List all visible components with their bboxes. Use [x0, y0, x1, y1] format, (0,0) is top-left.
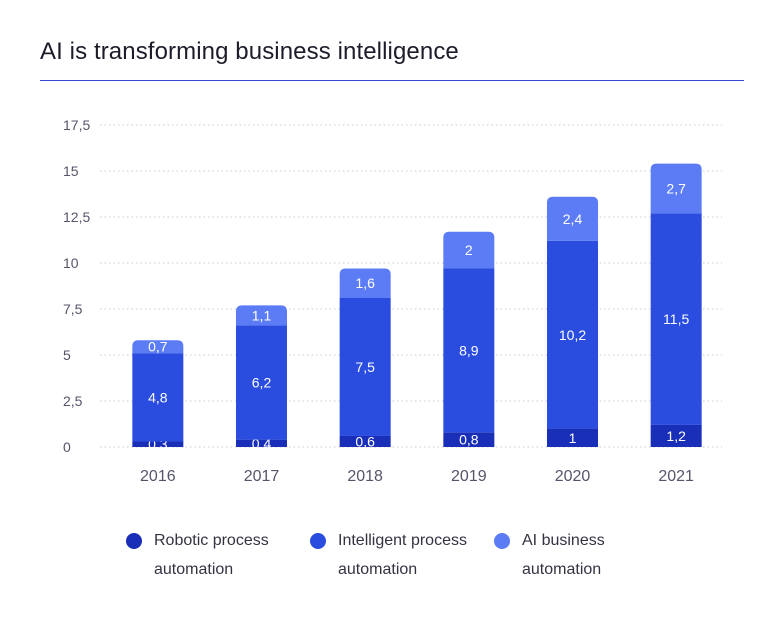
bar-segment — [650, 213, 702, 425]
legend-label-ai-business: AI business automation — [522, 526, 662, 584]
stacked-bar-chart: 02,557,51012,51517,50,34,80,720160,46,21… — [63, 117, 722, 485]
data-label: 1,6 — [355, 275, 375, 291]
bar-segment — [236, 325, 287, 440]
data-label: 6,2 — [252, 375, 272, 391]
x-tick-label: 2019 — [451, 468, 487, 485]
data-label: 10,2 — [559, 327, 586, 343]
y-tick-label: 12,5 — [63, 209, 90, 225]
chart-title: AI is transforming business intelligence — [40, 38, 459, 65]
bar-segment — [339, 268, 391, 298]
legend-label-line: automation — [338, 561, 418, 578]
bar-segment — [132, 353, 184, 442]
bar-segment — [236, 305, 287, 326]
data-label: 1,2 — [666, 428, 686, 444]
legend-label-robotic: Robotic process automation — [154, 526, 294, 584]
bar-segment — [547, 240, 598, 429]
legend-swatch-ai-business — [494, 533, 510, 549]
data-label: 2,7 — [666, 180, 686, 196]
data-label: 2,4 — [563, 211, 583, 227]
data-label: 2 — [465, 242, 473, 258]
legend-item-ai-business[interactable]: AI business automation — [494, 530, 662, 584]
data-label: 4,8 — [148, 389, 168, 405]
y-tick-label: 7,5 — [63, 301, 83, 317]
legend-label-line: Robotic process — [154, 532, 269, 549]
bar-segment — [443, 231, 495, 269]
x-tick-label: 2016 — [140, 468, 176, 485]
bar-segment — [443, 268, 495, 433]
x-tick-label: 2018 — [347, 468, 383, 485]
bar-segment — [236, 439, 287, 447]
bar-segment — [339, 435, 391, 447]
data-label: 1 — [569, 430, 577, 446]
bar-segment — [650, 424, 702, 447]
y-tick-label: 17,5 — [63, 117, 90, 133]
y-tick-label: 15 — [63, 163, 79, 179]
bar-segment — [132, 441, 184, 447]
data-label: 1,1 — [252, 307, 272, 323]
data-label: 0,8 — [459, 432, 479, 448]
data-label: 0,6 — [355, 433, 375, 449]
legend-label-intelligent: Intelligent process automation — [338, 526, 478, 584]
y-tick-label: 0 — [63, 439, 71, 455]
bar-segment — [443, 432, 495, 447]
data-label: 11,5 — [663, 311, 689, 327]
title-divider — [40, 80, 744, 81]
legend-swatch-robotic — [126, 533, 142, 549]
legend-label-line: automation — [154, 561, 234, 578]
legend-item-robotic[interactable]: Robotic process automation — [126, 530, 294, 584]
bar-segment — [547, 196, 598, 241]
bar-segment — [650, 163, 702, 214]
bar-segment — [547, 428, 598, 447]
legend-label-line: AI business — [522, 532, 605, 549]
bar-segment — [132, 340, 184, 354]
bar-segment — [339, 297, 391, 436]
x-tick-label: 2017 — [244, 468, 280, 485]
legend-label-line: automation — [522, 561, 602, 578]
x-tick-label: 2021 — [658, 468, 694, 485]
data-label: 7,5 — [355, 359, 375, 375]
x-tick-label: 2020 — [555, 468, 591, 485]
y-tick-label: 5 — [63, 347, 71, 363]
legend-item-intelligent[interactable]: Intelligent process automation — [310, 530, 478, 584]
data-label: 0,7 — [148, 339, 168, 355]
legend: Robotic process automation Intelligent p… — [0, 530, 784, 600]
y-tick-label: 2,5 — [63, 393, 83, 409]
legend-swatch-intelligent — [310, 533, 326, 549]
y-tick-label: 10 — [63, 255, 79, 271]
data-label: 8,9 — [459, 342, 479, 358]
legend-label-line: Intelligent process — [338, 532, 467, 549]
